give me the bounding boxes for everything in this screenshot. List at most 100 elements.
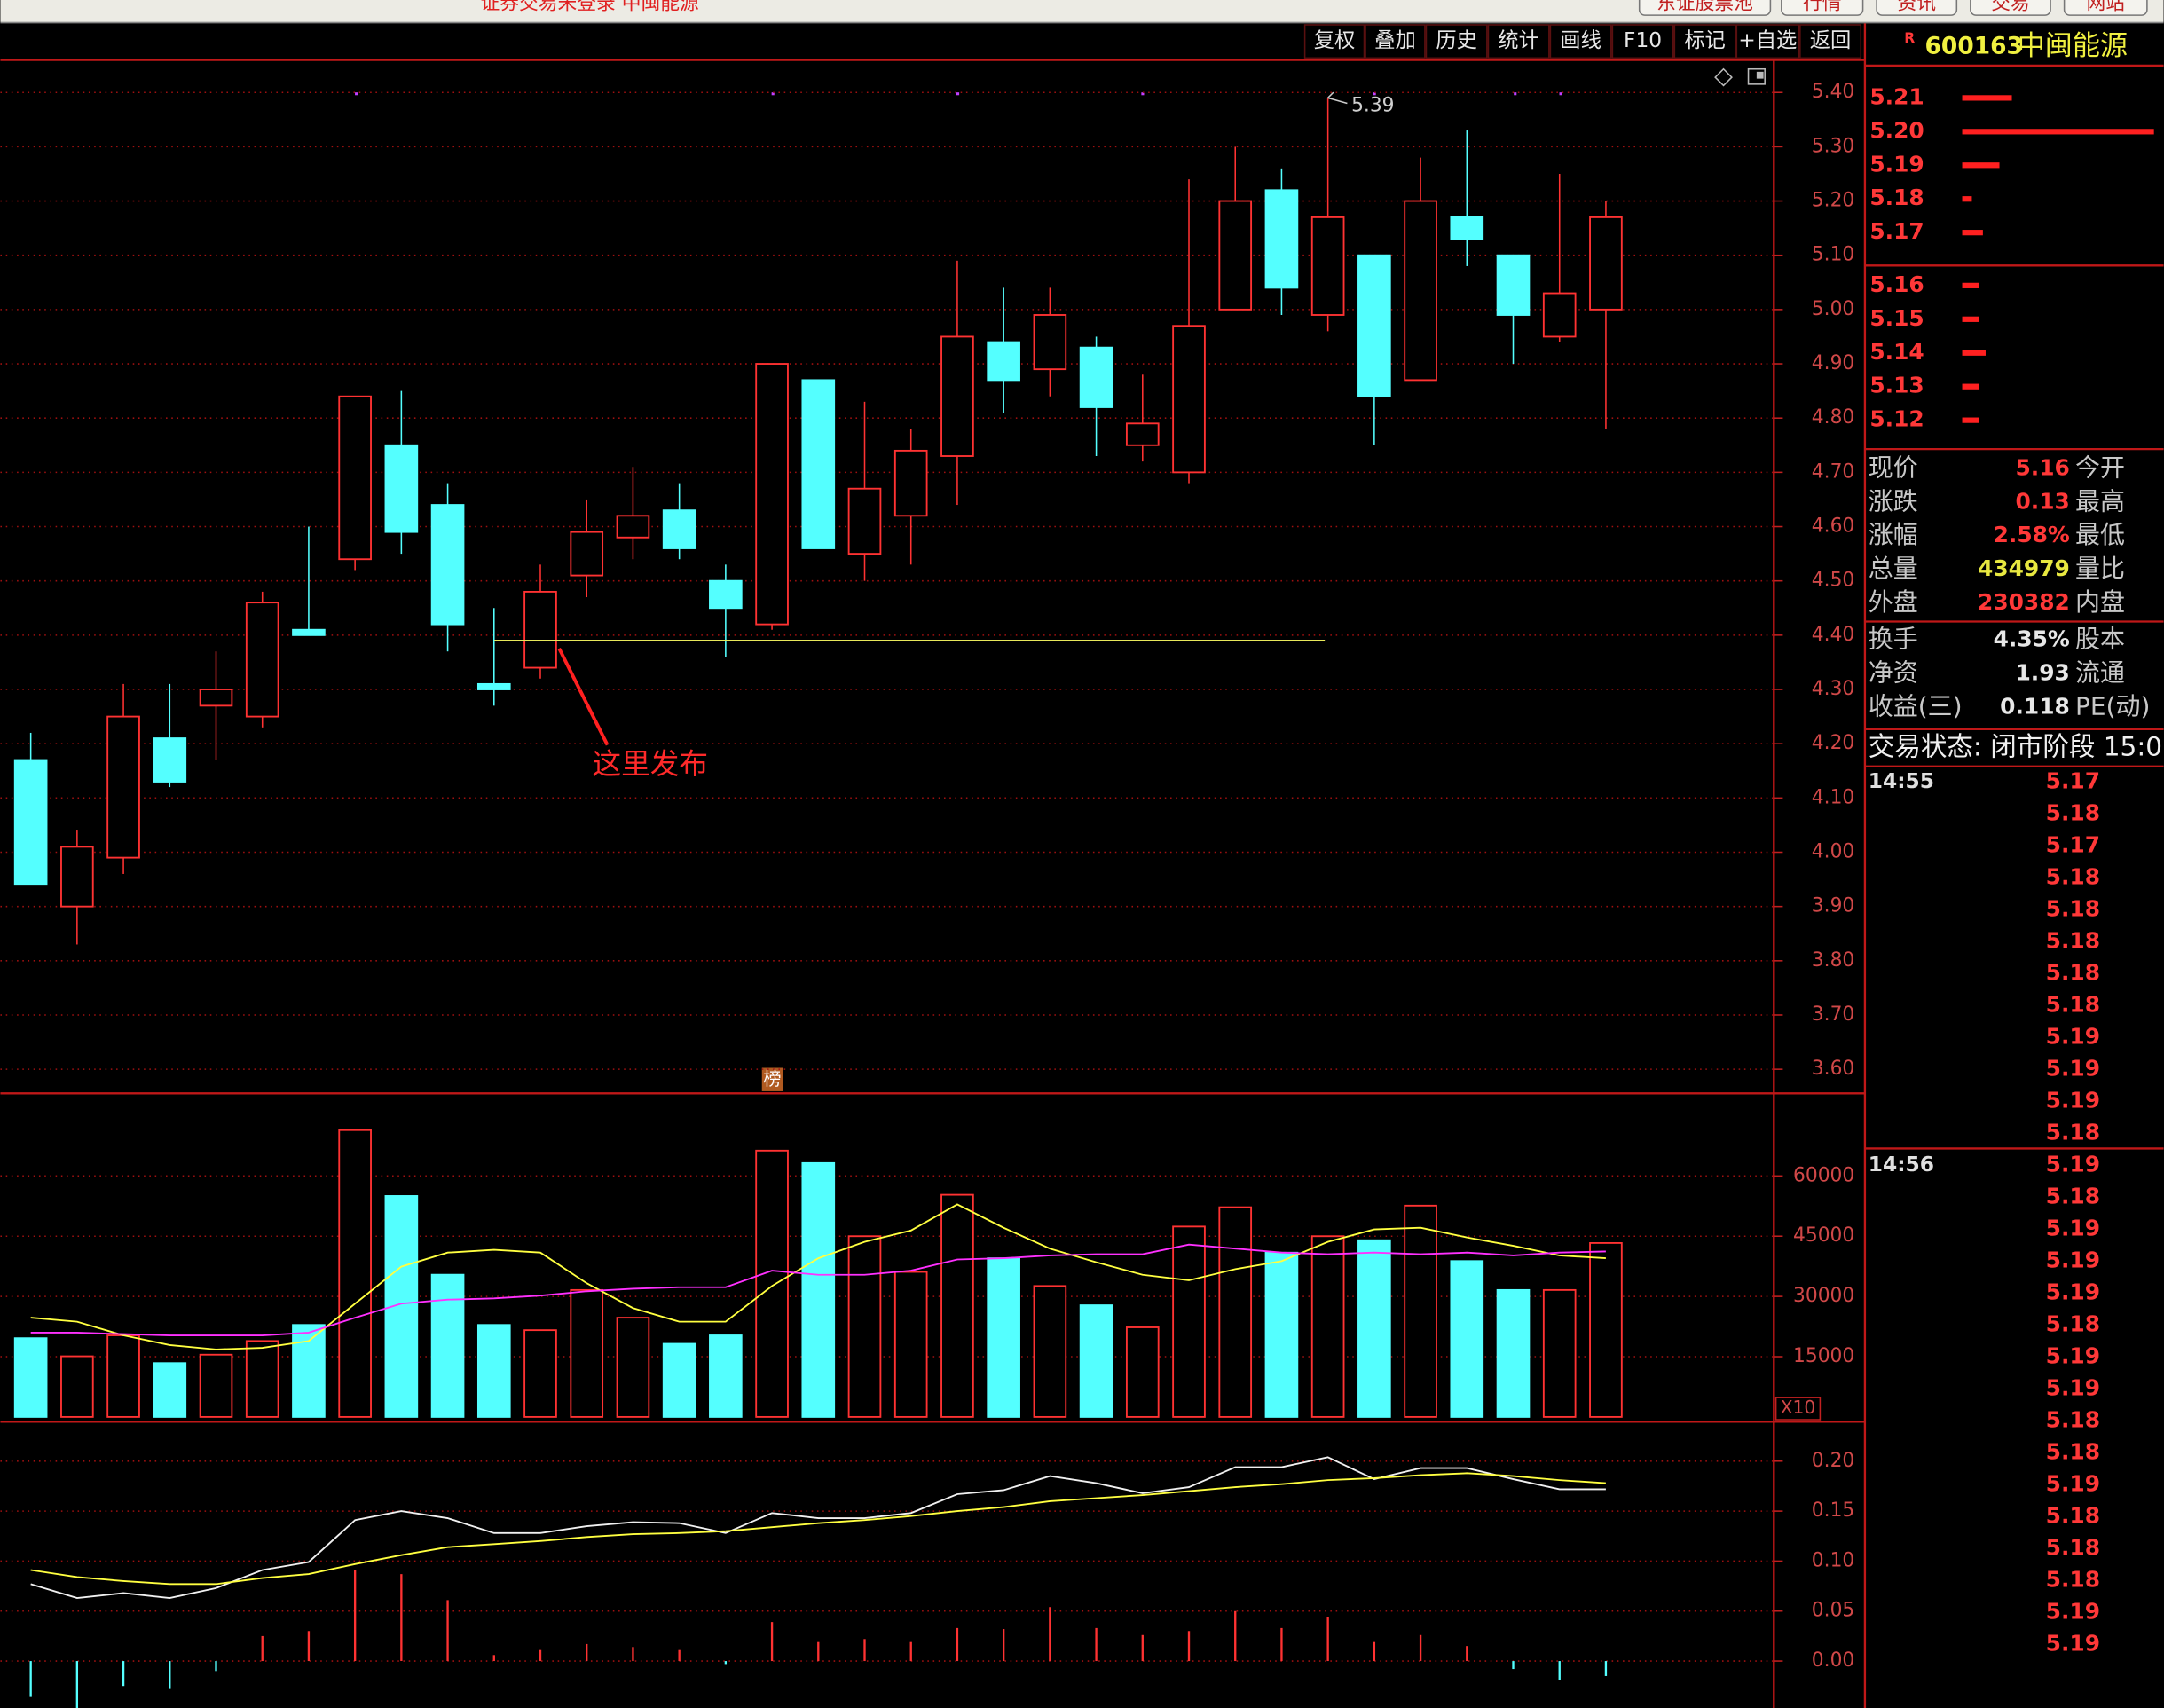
header-button-label: 行情: [1803, 0, 1842, 15]
order-price: 5.13: [1869, 373, 1924, 398]
order-price: 5.15: [1869, 305, 1924, 331]
tick-price: 5.18: [2046, 800, 2100, 826]
volume-bar: [523, 1329, 557, 1418]
order-bar: [1962, 230, 1983, 236]
indicator-line: [30, 1472, 1606, 1586]
quote-value: 0.118: [2000, 694, 2070, 720]
tick-price: 5.19: [2046, 1631, 2100, 1657]
tick-price: 5.19: [2046, 1056, 2100, 1082]
toolbar-button[interactable]: [1549, 24, 1612, 59]
quote-label2: 流通: [2075, 658, 2125, 688]
toolbar-button[interactable]: [1303, 24, 1365, 59]
y-tick-label: 4.70: [1812, 460, 1854, 483]
candle-body: [940, 335, 974, 457]
quote-label2: 内盘: [2075, 587, 2125, 617]
volume-bar: [199, 1353, 233, 1418]
y-tick-label: 4.40: [1812, 624, 1854, 646]
volume-bar: [1079, 1304, 1113, 1418]
tick-price: 5.19: [2046, 1599, 2100, 1625]
header-button[interactable]: [1638, 0, 1772, 16]
y-tick-label: 3.70: [1812, 1004, 1854, 1026]
candle-body: [1310, 216, 1345, 316]
candle-body: [60, 846, 94, 908]
header-button[interactable]: [1781, 0, 1864, 16]
candle-body: [1496, 254, 1531, 316]
order-price: 5.12: [1869, 406, 1924, 432]
toolbar-button[interactable]: [1487, 24, 1550, 59]
toolbar-label: 标记: [1684, 28, 1726, 52]
tick-price: 5.19: [2046, 1279, 2100, 1305]
volume-bar: [570, 1288, 604, 1418]
window-icon[interactable]: [1747, 67, 1766, 85]
quote-label: 换手: [1869, 624, 1918, 653]
toolbar-button[interactable]: [1735, 24, 1800, 59]
volume-bar: [1172, 1225, 1206, 1418]
y-tick-label: 0.20: [1812, 1450, 1854, 1472]
candle-body: [1357, 254, 1391, 397]
tick-price: 5.17: [2046, 768, 2100, 794]
tick-price: 5.19: [2046, 1152, 2100, 1177]
header-button[interactable]: [2063, 0, 2148, 16]
volume-bar: [987, 1257, 1020, 1418]
y-tick-label: 0.05: [1812, 1600, 1854, 1622]
y-tick-label: 15000: [1793, 1345, 1854, 1367]
candle-body: [1450, 216, 1484, 240]
quote-value: 230382: [1978, 589, 2070, 615]
toolbar-button[interactable]: [1425, 24, 1488, 59]
order-bar: [1962, 383, 1979, 390]
order-price: 5.17: [1869, 218, 1924, 244]
header-button[interactable]: [1970, 0, 2051, 16]
toolbar-label: 叠加: [1374, 28, 1416, 52]
candle-body: [13, 759, 48, 886]
indicator-line: [30, 1456, 1606, 1600]
y-tick-label: 3.60: [1812, 1058, 1854, 1080]
volume-bar: [1589, 1241, 1623, 1418]
volume-bar: [616, 1317, 650, 1418]
volume-bar: [847, 1235, 882, 1418]
y-tick-label: 5.40: [1812, 81, 1854, 103]
tick-price: 5.18: [2046, 992, 2100, 1018]
volume-bar: [1125, 1326, 1160, 1418]
unit-box: [1774, 1397, 1822, 1421]
y-tick-label: 4.20: [1812, 732, 1854, 754]
diamond-icon[interactable]: [1714, 67, 1733, 87]
y-tick-label: 5.20: [1812, 190, 1854, 212]
y-tick-label: 0.10: [1812, 1549, 1854, 1571]
volume-bar: [662, 1342, 696, 1418]
volume-bar: [338, 1129, 372, 1418]
volume-bar: [106, 1334, 140, 1418]
quote-value: 1.93: [2015, 660, 2069, 686]
tick-time: 14:56: [1869, 1153, 1934, 1177]
volume-bar: [430, 1273, 465, 1418]
toolbar-button[interactable]: [1799, 24, 1862, 59]
y-tick-label: 4.10: [1812, 786, 1854, 808]
toolbar-label: 画线: [1560, 28, 1601, 52]
quote-label2: PE(动): [2075, 692, 2150, 721]
y-tick-label: 45000: [1793, 1224, 1854, 1247]
volume-bar: [1033, 1285, 1067, 1418]
header-button[interactable]: [1876, 0, 1958, 16]
toolbar-button[interactable]: [1673, 24, 1736, 59]
toolbar-button[interactable]: [1611, 24, 1674, 59]
candle-body: [1404, 200, 1437, 382]
volume-bar: [893, 1271, 928, 1418]
high-mark-arrow: [1327, 91, 1348, 105]
candle-body: [523, 590, 557, 669]
y-tick-label: 4.30: [1812, 678, 1854, 700]
order-bar: [1962, 282, 1979, 288]
tick-price: 5.19: [2046, 1343, 2100, 1369]
candle-body: [1125, 422, 1160, 446]
y-tick-label: 4.90: [1812, 352, 1854, 374]
order-price: 5.16: [1869, 272, 1924, 297]
tick-price: 5.18: [2046, 960, 2100, 986]
volume-bar: [60, 1355, 94, 1418]
volume-bar: [1218, 1206, 1253, 1418]
candle-body: [847, 487, 882, 555]
quote-label2: 最高: [2075, 486, 2125, 516]
stock-flag: R: [1904, 30, 1915, 46]
tick-price: 5.17: [2046, 832, 2100, 858]
candle-body: [1218, 200, 1253, 311]
y-tick-label: 0.00: [1812, 1649, 1854, 1672]
toolbar-button[interactable]: [1365, 24, 1426, 59]
